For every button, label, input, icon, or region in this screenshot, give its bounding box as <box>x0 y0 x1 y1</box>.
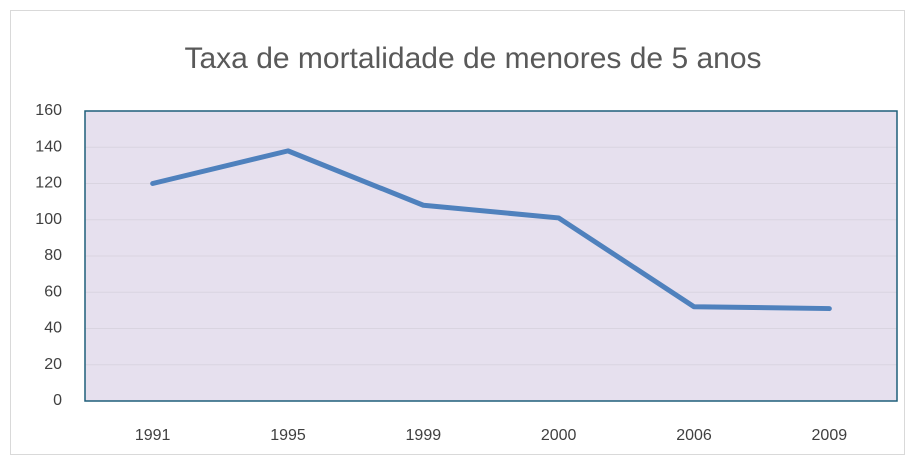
x-tick-label: 2000 <box>541 427 577 444</box>
plot-frame <box>84 110 898 402</box>
y-tick-label: 0 <box>53 392 62 409</box>
y-tick-label: 120 <box>35 175 62 192</box>
y-tick-label: 100 <box>35 211 62 228</box>
x-tick-label: 1991 <box>135 427 171 444</box>
y-tick-label: 140 <box>35 138 62 155</box>
y-tick-label: 160 <box>35 102 62 119</box>
x-tick-label: 2009 <box>812 427 848 444</box>
y-tick-label: 40 <box>44 320 62 337</box>
x-tick-label: 2006 <box>676 427 712 444</box>
y-tick-label: 80 <box>44 247 62 264</box>
x-tick-label: 1999 <box>406 427 442 444</box>
y-tick-label: 60 <box>44 283 62 300</box>
y-tick-label: 20 <box>44 356 62 373</box>
x-tick-label: 1995 <box>270 427 306 444</box>
chart-title: Taxa de mortalidade de menores de 5 anos <box>184 42 761 75</box>
data-line <box>150 148 832 312</box>
